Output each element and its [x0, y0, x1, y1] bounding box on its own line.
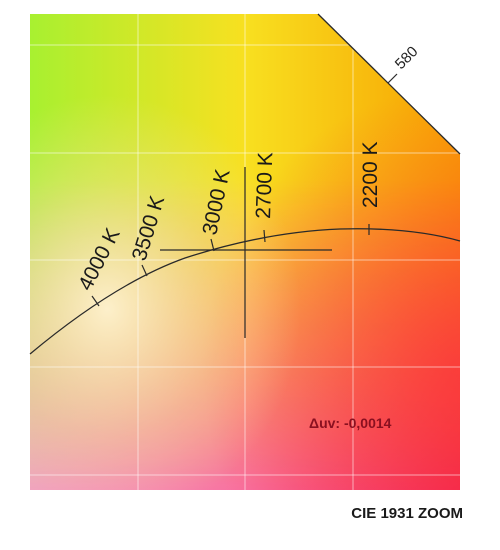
measurement-crosshair [160, 167, 332, 338]
wavelength-label: 580 [392, 43, 422, 73]
isotherm-label-2700: 2700 K [252, 152, 277, 219]
diagram-title: CIE 1931 ZOOM [351, 505, 463, 522]
isotherm-tick-3000 [210, 238, 215, 252]
isotherm-tick-2700 [263, 229, 266, 243]
isotherm-tick-4000 [91, 295, 100, 307]
spectral-locus-line [317, 13, 461, 155]
planckian-locus [29, 228, 461, 355]
duv-readout: Δuv: -0,0014 [309, 415, 392, 431]
isotherm-label-2200: 2200 K [359, 141, 382, 208]
isotherm-tick-3500 [141, 264, 148, 277]
spectral-locus-tick [387, 73, 398, 84]
